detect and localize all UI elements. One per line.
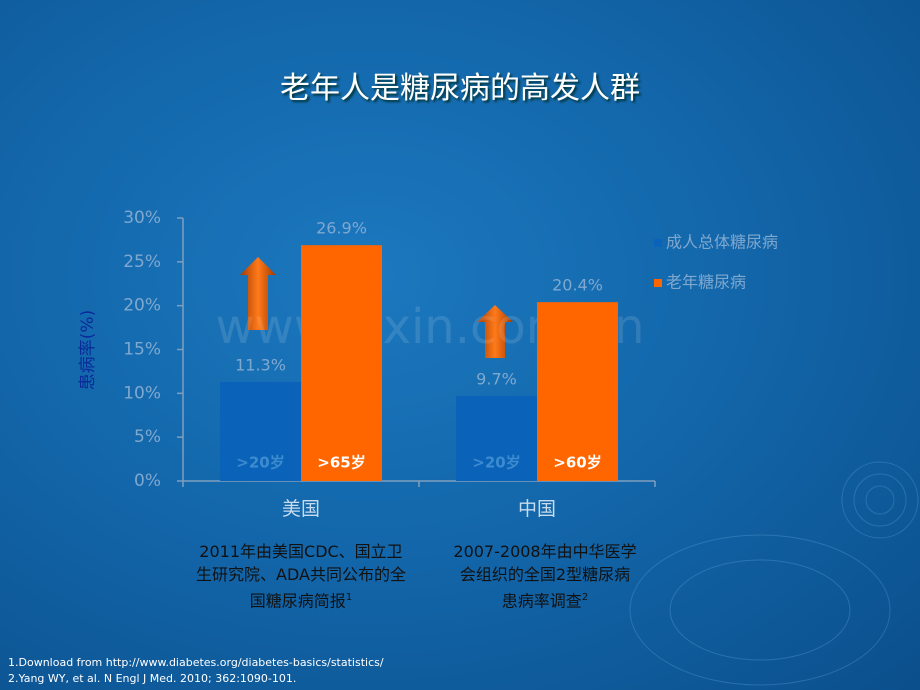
ripples xyxy=(629,461,919,686)
bar-label: >20岁 xyxy=(472,454,520,472)
footnote: 1.Download from http://www.diabetes.org/… xyxy=(8,656,384,669)
legend-swatch xyxy=(654,279,662,287)
bar xyxy=(220,381,301,481)
arrow xyxy=(240,257,276,330)
footnote: 2.Yang WY, et al. N Engl J Med. 2010; 36… xyxy=(8,672,297,685)
note: 2007-2008年由中华医学会组织的全国2型糖尿病患病率调查2 xyxy=(453,542,637,611)
legend-label: 成人总体糖尿病 xyxy=(666,233,778,252)
bar xyxy=(301,245,382,481)
value-label: 26.9% xyxy=(316,219,367,238)
value-label: 9.7% xyxy=(476,369,517,388)
y-tick-label: 30% xyxy=(123,208,161,228)
arrow xyxy=(477,305,513,358)
y-tick-label: 0% xyxy=(134,471,161,491)
value-label: 20.4% xyxy=(552,276,603,295)
legend-label: 老年糖尿病 xyxy=(666,273,746,292)
y-tick-label: 15% xyxy=(123,340,161,360)
bar xyxy=(456,395,537,481)
value-label: 11.3% xyxy=(235,355,286,374)
note: 2011年由美国CDC、国立卫生研究院、ADA共同公布的全国糖尿病简报1 xyxy=(196,542,406,611)
y-tick-label: 10% xyxy=(123,383,161,403)
bar-label: >60岁 xyxy=(553,454,601,472)
y-axis-label: 患病率(%) xyxy=(78,310,98,390)
bar-label: >65岁 xyxy=(317,454,365,472)
bar xyxy=(537,302,618,481)
title: 老年人是糖尿病的高发人群 xyxy=(280,71,640,106)
legend-swatch xyxy=(654,239,662,247)
x-tick-label: 美国 xyxy=(282,498,320,520)
y-tick-label: 20% xyxy=(123,296,161,316)
y-tick-label: 5% xyxy=(134,427,161,447)
bar-label: >20岁 xyxy=(236,454,284,472)
y-tick-label: 25% xyxy=(123,252,161,272)
x-tick-label: 中国 xyxy=(518,498,556,520)
